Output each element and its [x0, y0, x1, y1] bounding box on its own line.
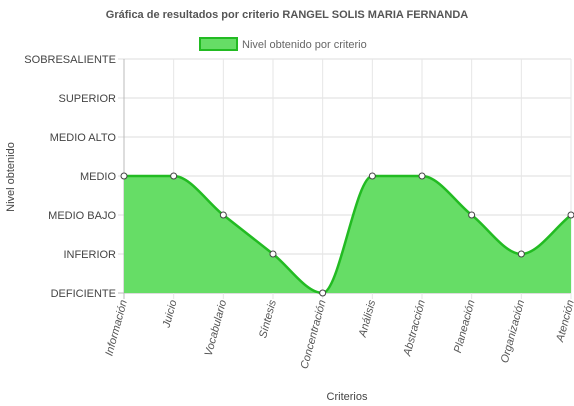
data-point[interactable] [170, 172, 178, 180]
x-tick-label: Organización [499, 299, 527, 365]
x-axis-title: Criterios [327, 391, 368, 403]
x-tick-label: Planeación [452, 299, 478, 355]
chart-title: Gráfica de resultados por criterio RANGE… [106, 9, 469, 21]
y-tick-label: MEDIO [80, 171, 117, 183]
data-point[interactable] [120, 172, 128, 180]
y-axis-title: Nivel obtenido [5, 142, 17, 212]
x-tick-label: Vocabulario [203, 299, 230, 358]
y-tick-label: INFERIOR [63, 249, 116, 261]
x-tick-label: Concentración [299, 299, 329, 371]
data-point[interactable] [468, 211, 476, 219]
legend-label: Nivel obtenido por criterio [242, 39, 367, 51]
data-point[interactable] [418, 172, 426, 180]
x-tick-label: Análisis [357, 298, 379, 339]
y-tick-label: DEFICIENTE [51, 288, 116, 300]
x-tick-label: Información [103, 299, 129, 358]
data-point[interactable] [567, 211, 574, 219]
legend[interactable]: Nivel obtenido por criterio [199, 37, 367, 51]
y-tick-label: SUPERIOR [59, 93, 117, 105]
data-point[interactable] [219, 211, 227, 219]
y-axis-ticks: DEFICIENTE INFERIOR MEDIO BAJO MEDIO MEDIO A… [24, 54, 116, 300]
data-point[interactable] [269, 250, 277, 258]
x-tick-label: Atención [554, 299, 574, 344]
x-tick-label: Abstracción [401, 299, 428, 359]
data-point[interactable] [319, 289, 327, 297]
y-tick-label: MEDIO ALTO [50, 132, 117, 144]
data-points [120, 172, 574, 297]
data-point[interactable] [368, 172, 376, 180]
legend-swatch [199, 37, 238, 51]
y-tick-label: SOBRESALIENTE [24, 54, 116, 66]
y-tick-label: MEDIO BAJO [48, 210, 116, 222]
data-point[interactable] [517, 250, 525, 258]
x-tick-label: Síntesis [257, 298, 279, 339]
series-line [123, 174, 572, 295]
x-tick-label: Juicio [160, 299, 179, 330]
x-axis-ticks: Información Juicio Vocabulario Síntesis Conc… [103, 298, 574, 370]
